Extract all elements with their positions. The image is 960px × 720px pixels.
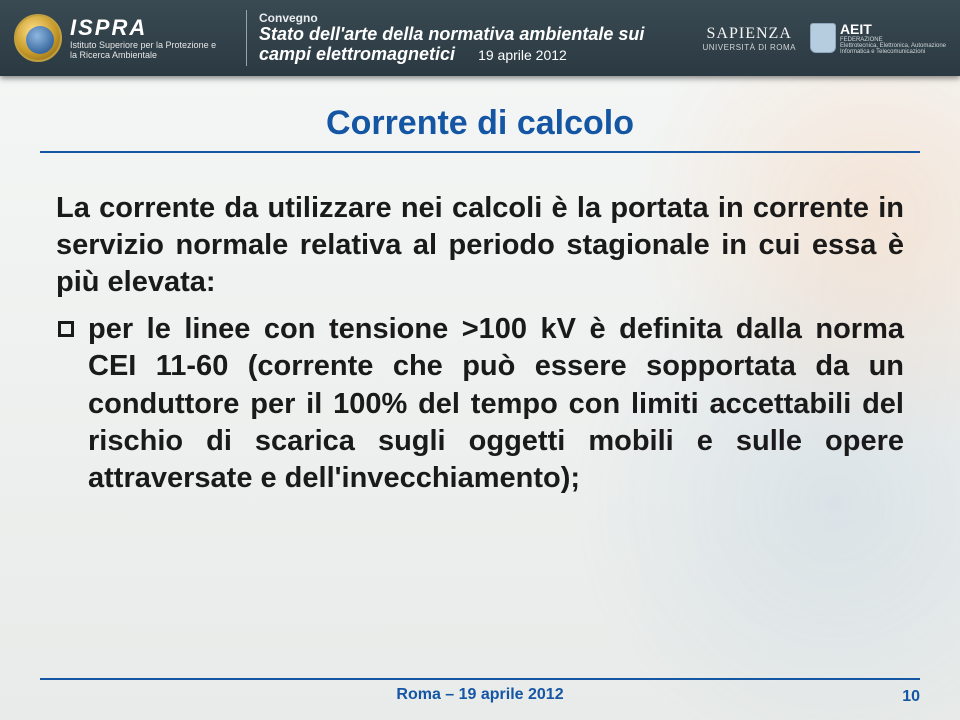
footer: Roma – 19 aprile 2012 [0, 678, 960, 704]
sapienza-logo: SAPIENZA [702, 25, 795, 43]
body-text: La corrente da utilizzare nei calcoli è … [56, 190, 904, 497]
aeit-badge-icon [810, 23, 836, 53]
title-underline [40, 151, 920, 153]
sapienza-block: SAPIENZA UNIVERSITÀ DI ROMA [702, 25, 795, 52]
title-wrap: Corrente di calcolo [0, 104, 960, 153]
convegno-label: Convegno [259, 11, 688, 25]
slide-title: Corrente di calcolo [0, 104, 960, 143]
footer-text: Roma – 19 aprile 2012 [396, 686, 563, 703]
header-bar: ISPRA Istituto Superiore per la Protezio… [0, 0, 960, 76]
ispra-block: ISPRA Istituto Superiore per la Protezio… [70, 15, 220, 61]
convegno-block: Convegno Stato dell'arte della normativa… [259, 11, 688, 65]
square-bullet-icon [58, 321, 74, 337]
page-number: 10 [902, 688, 920, 706]
ispra-logo: ISPRA [70, 15, 220, 41]
aeit-sub3: Informatica e Telecomunicazioni [840, 49, 946, 55]
aeit-logo: AEIT [840, 21, 946, 37]
lead-paragraph: La corrente da utilizzare nei calcoli è … [56, 190, 904, 301]
footer-rule [40, 678, 920, 680]
convegno-title: Stato dell'arte della normativa ambienta… [259, 25, 688, 65]
convegno-date: 19 aprile 2012 [478, 47, 567, 63]
divider [246, 10, 247, 66]
convegno-title-line1: Stato dell'arte della normativa ambienta… [259, 24, 644, 44]
slide: ISPRA Istituto Superiore per la Protezio… [0, 0, 960, 720]
italy-emblem-icon [14, 14, 62, 62]
bullet-text: per le linee con tensione >100 kV è defi… [88, 311, 904, 497]
aeit-text-block: AEIT FEDERAZIONE Elettrotecnica, Elettro… [840, 21, 946, 55]
sapienza-subtitle: UNIVERSITÀ DI ROMA [702, 43, 795, 52]
bullet-item: per le linee con tensione >100 kV è defi… [56, 311, 904, 497]
convegno-title-line2: campi elettromagnetici [259, 44, 455, 64]
ispra-subtitle: Istituto Superiore per la Protezione e l… [70, 41, 220, 61]
aeit-block: AEIT FEDERAZIONE Elettrotecnica, Elettro… [810, 21, 946, 55]
